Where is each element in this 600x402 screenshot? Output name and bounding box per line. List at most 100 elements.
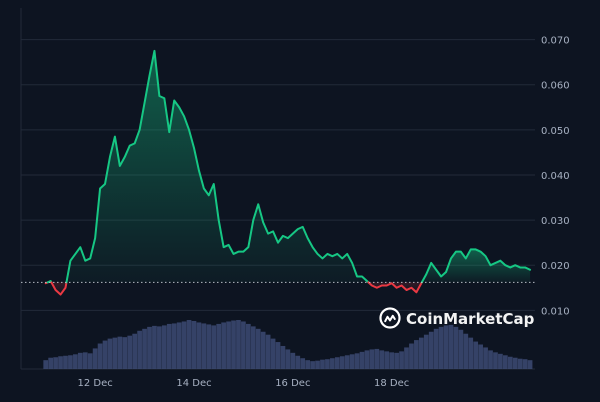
price-line	[44, 49, 532, 296]
volume-bar	[201, 323, 207, 369]
price-line-up	[420, 248, 532, 284]
volume-bar	[48, 357, 54, 369]
volume-bar	[221, 322, 226, 369]
volume-bar	[196, 322, 202, 369]
price-line-down	[50, 281, 68, 296]
volume-bar	[250, 326, 256, 369]
volume-bar	[191, 320, 197, 369]
volume-bar	[517, 358, 523, 369]
y-tick-label: 0.060	[541, 81, 570, 92]
volume-bar	[245, 323, 251, 369]
volume-bar	[325, 359, 330, 369]
volume-bar	[458, 329, 464, 369]
volume-bar	[152, 325, 157, 369]
volume-bar	[132, 333, 138, 369]
volume-bar	[493, 352, 498, 369]
volume-bar	[97, 343, 103, 369]
volume-bar	[241, 321, 246, 369]
price-line-up	[65, 49, 370, 284]
volume-bar	[166, 323, 172, 369]
volume-bar	[280, 345, 286, 369]
volume-bar	[92, 348, 98, 369]
volume-bar	[498, 353, 503, 369]
volume-bar	[43, 360, 49, 369]
volume-bar	[112, 337, 118, 369]
price-area-up	[66, 50, 369, 283]
volume-bar	[527, 360, 533, 369]
coinmarketcap-watermark: CoinMarketCap	[379, 307, 535, 329]
y-tick-label: 0.070	[541, 36, 570, 47]
volume-bar	[389, 352, 395, 369]
volume-bar	[142, 328, 147, 369]
x-tick-label: 12 Dec	[78, 378, 113, 389]
volume-bar	[433, 328, 439, 369]
volume-bar	[117, 336, 123, 369]
volume-bar	[339, 356, 345, 369]
volume-bar	[171, 323, 177, 369]
volume-bar	[369, 349, 375, 369]
volume-bar	[478, 344, 483, 369]
volume-bar	[295, 355, 301, 369]
volume-bar	[63, 355, 68, 369]
volume-bar	[285, 349, 291, 369]
volume-bar	[468, 337, 474, 369]
volume-bar	[226, 321, 231, 369]
volume-bar	[473, 341, 479, 369]
volume-bar	[344, 355, 350, 369]
y-tick-label: 0.020	[541, 261, 570, 272]
volume-bar	[463, 333, 469, 369]
volume-bar	[161, 325, 167, 369]
volume-bar	[147, 326, 152, 369]
volume-bar	[379, 350, 385, 369]
volume-bar	[211, 325, 217, 369]
volume-bar	[507, 356, 513, 369]
volume-bar	[300, 358, 306, 369]
volume-bar	[359, 351, 365, 369]
y-tick-label: 0.010	[541, 306, 570, 317]
volume-bar	[315, 360, 320, 369]
volume-bar	[290, 352, 296, 369]
volume-bar	[399, 351, 404, 369]
volume-bar	[107, 338, 113, 369]
volume-bar	[176, 322, 182, 369]
volume-bar	[364, 350, 370, 369]
volume-bar	[82, 352, 88, 369]
y-tick-label: 0.040	[541, 171, 570, 182]
volume-bar	[181, 321, 187, 369]
volume-bar	[320, 359, 325, 369]
volume-bar	[270, 338, 276, 369]
volume-bar	[157, 326, 162, 369]
volume-bar	[236, 320, 241, 369]
volume-bar	[102, 340, 108, 369]
price-area-up	[421, 249, 531, 283]
y-tick-label: 0.050	[541, 126, 570, 137]
volume-bar	[137, 330, 142, 369]
volume-bar	[349, 354, 355, 369]
coinmarketcap-logo-icon	[379, 307, 401, 329]
volume-bar	[502, 355, 508, 369]
volume-bar	[58, 356, 63, 369]
volume-bar	[305, 360, 311, 369]
volume-bar	[53, 357, 58, 369]
volume-bar	[488, 350, 493, 369]
volume-bar	[414, 340, 419, 369]
volume-bar	[77, 352, 83, 369]
volume-bar	[68, 355, 73, 369]
volume-bar	[127, 335, 133, 369]
coinmarketcap-logo-text: CoinMarketCap	[406, 310, 535, 328]
x-tick-label: 16 Dec	[275, 378, 310, 389]
volume-bar	[330, 358, 335, 369]
volume-bar	[428, 331, 434, 369]
volume-bar	[186, 320, 192, 369]
volume-bar	[522, 359, 528, 369]
axis-labels: 0.010 0.020 0.030 0.040 0.050 0.060 0.070 12 De…	[78, 36, 570, 389]
volume-bar	[310, 361, 315, 369]
volume-bar	[409, 343, 414, 369]
volume-bar	[438, 326, 444, 369]
y-tick-label: 0.030	[541, 216, 570, 227]
x-tick-label: 14 Dec	[176, 378, 211, 389]
volume-bar	[216, 323, 222, 369]
volume-bar	[512, 357, 518, 369]
